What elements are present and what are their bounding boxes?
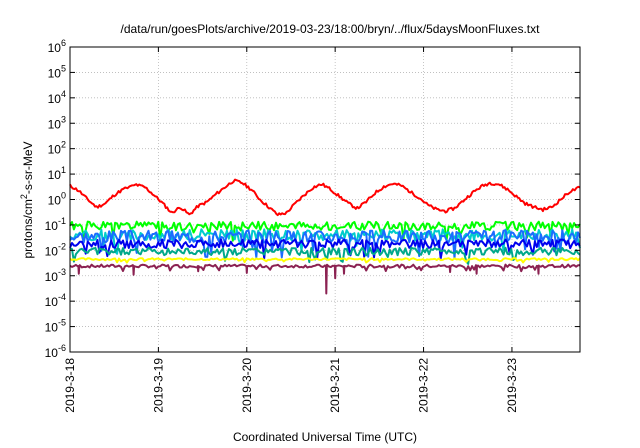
y-tick-label: 102 (48, 140, 66, 157)
x-tick-label: 2019-3-21 (328, 358, 342, 413)
y-tick-label: 10-4 (45, 292, 66, 309)
chart-title: /data/run/goesPlots/archive/2019-03-23/1… (121, 22, 541, 36)
y-tick-label: 10-2 (45, 241, 66, 258)
series-line-2 (69, 220, 581, 242)
y-tick-label: 100 (48, 191, 66, 208)
x-tick-label: 2019-3-19 (151, 358, 165, 413)
series-line-4 (69, 229, 581, 260)
y-tick-label: 104 (48, 89, 66, 106)
x-axis-label: Coordinated Universal Time (UTC) (233, 430, 417, 444)
y-axis: 106 105 104 103 102 101 100 10-1 10-2 10-3 10-4 10-… (45, 38, 580, 360)
y-axis-label: protons/cm2-s-sr-MeV (19, 141, 35, 258)
y-tick-label: 10-6 (45, 343, 66, 360)
x-tick-label: 2019-3-18 (63, 358, 77, 413)
x-tick-label: 2019-3-22 (417, 358, 431, 413)
series-layer (69, 178, 581, 295)
series-line-7 (69, 257, 581, 264)
x-tick-label: 2019-3-20 (240, 358, 254, 413)
y-tick-label: 105 (48, 63, 66, 80)
series-line-6 (69, 246, 581, 265)
y-tick-label: 106 (48, 38, 66, 55)
grid (70, 47, 580, 352)
y-tick-label: 101 (48, 165, 66, 182)
y-tick-label: 10-5 (45, 318, 66, 335)
x-axis: 2019-3-18 2019-3-19 2019-3-20 2019-3-21 2019… (63, 47, 519, 413)
y-tick-label: 103 (48, 114, 66, 131)
y-tick-label: 10-1 (45, 216, 66, 233)
series-line-8 (69, 263, 580, 295)
x-tick-label: 2019-3-23 (505, 358, 519, 413)
series-line-5 (69, 238, 581, 260)
y-tick-label: 10-3 (45, 267, 66, 284)
series-line-1 (69, 178, 581, 217)
